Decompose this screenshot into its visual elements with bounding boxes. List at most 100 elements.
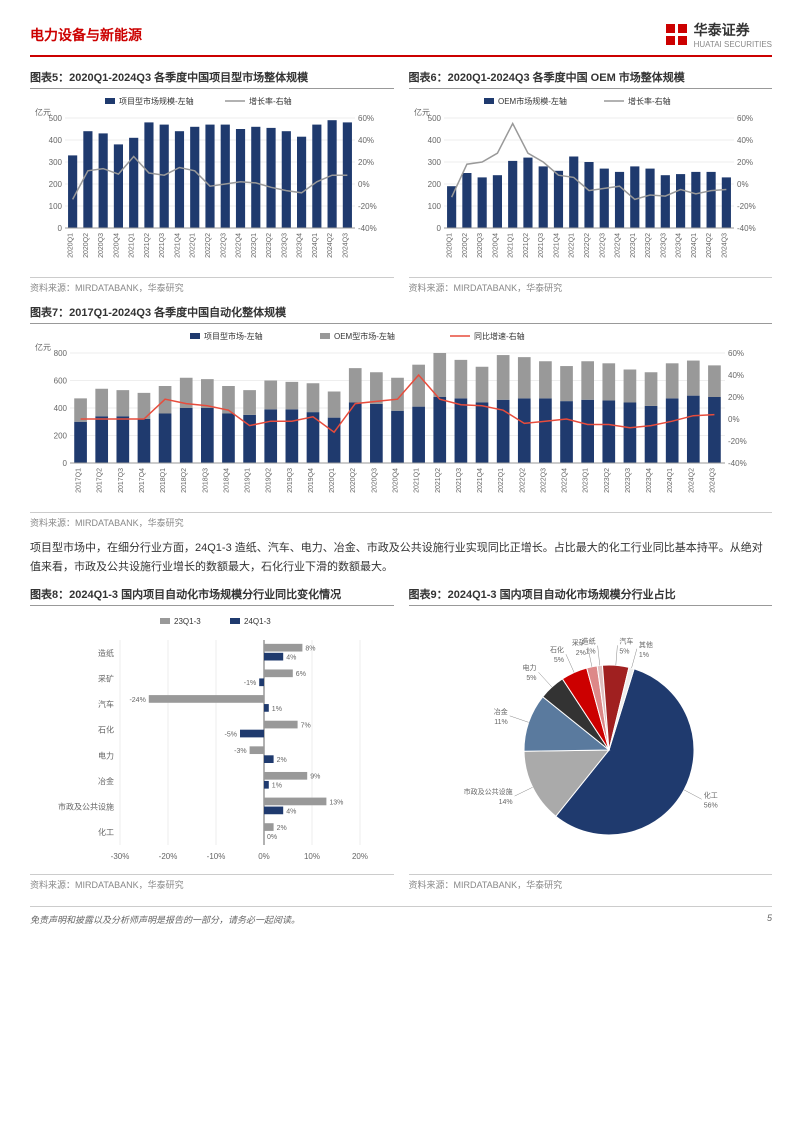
svg-text:市政及公共设施: 市政及公共设施 — [463, 787, 512, 796]
svg-text:亿元: 亿元 — [35, 342, 51, 352]
svg-text:-3%: -3% — [234, 748, 246, 755]
svg-text:2023Q1: 2023Q1 — [251, 233, 258, 258]
page-title: 电力设备与新能源 — [30, 25, 142, 45]
svg-text:2021Q2: 2021Q2 — [522, 233, 529, 258]
svg-text:项目型市场规模-左轴: 项目型市场规模-左轴 — [119, 96, 194, 106]
svg-text:2024Q2: 2024Q2 — [706, 233, 713, 258]
svg-text:0%: 0% — [728, 415, 740, 424]
chart6-title: 图表6：2020Q1-2024Q3 各季度中国 OEM 市场整体规模 — [409, 69, 773, 89]
svg-text:-40%: -40% — [737, 224, 756, 233]
svg-text:2020Q4: 2020Q4 — [393, 468, 400, 493]
svg-text:7%: 7% — [301, 723, 311, 730]
svg-text:2024Q3: 2024Q3 — [709, 468, 716, 493]
body-paragraph: 项目型市场中，在细分行业方面，24Q1-3 造纸、汽车、电力、冶金、市政及公共设… — [30, 539, 772, 576]
svg-text:石化: 石化 — [549, 646, 563, 655]
svg-text:-1%: -1% — [244, 681, 256, 688]
chart7: 图表7：2017Q1-2024Q3 各季度中国自动化整体规模 项目型市场-左轴O… — [30, 304, 772, 529]
svg-text:-24%: -24% — [129, 697, 145, 704]
svg-text:-10%: -10% — [207, 852, 226, 861]
svg-text:2023Q2: 2023Q2 — [604, 468, 611, 493]
svg-text:2022Q4: 2022Q4 — [614, 233, 621, 258]
svg-text:2%: 2% — [575, 651, 585, 658]
svg-text:40%: 40% — [737, 136, 753, 145]
svg-text:2024Q1: 2024Q1 — [667, 468, 674, 493]
svg-text:2020Q3: 2020Q3 — [98, 233, 105, 258]
svg-text:造纸: 造纸 — [581, 637, 595, 646]
svg-text:0: 0 — [436, 224, 441, 233]
company-name: 华泰证券 — [694, 20, 772, 40]
svg-text:2023Q4: 2023Q4 — [675, 233, 682, 258]
svg-text:2017Q4: 2017Q4 — [139, 468, 146, 493]
svg-text:2020Q3: 2020Q3 — [477, 233, 484, 258]
svg-text:1%: 1% — [585, 649, 595, 656]
svg-text:1%: 1% — [272, 783, 282, 790]
svg-text:10%: 10% — [304, 852, 320, 861]
svg-text:200: 200 — [54, 432, 68, 441]
svg-text:20%: 20% — [737, 158, 753, 167]
svg-text:0%: 0% — [737, 180, 749, 189]
svg-text:5%: 5% — [526, 676, 536, 683]
svg-text:-20%: -20% — [159, 852, 178, 861]
svg-text:2017Q2: 2017Q2 — [97, 468, 104, 493]
svg-text:400: 400 — [427, 136, 441, 145]
svg-text:2017Q1: 2017Q1 — [76, 468, 83, 493]
svg-text:0%: 0% — [358, 180, 370, 189]
svg-text:2021Q3: 2021Q3 — [538, 233, 545, 258]
svg-text:40%: 40% — [358, 136, 374, 145]
chart5-title: 图表5：2020Q1-2024Q3 各季度中国项目型市场整体规模 — [30, 69, 394, 89]
svg-text:0%: 0% — [267, 834, 277, 841]
svg-text:400: 400 — [54, 404, 68, 413]
logo-icon — [664, 22, 690, 48]
svg-text:化工: 化工 — [98, 828, 114, 838]
svg-text:2022Q2: 2022Q2 — [519, 468, 526, 493]
svg-text:2023Q1: 2023Q1 — [583, 468, 590, 493]
svg-text:60%: 60% — [737, 114, 753, 123]
svg-text:2024Q2: 2024Q2 — [327, 233, 334, 258]
page-number: 5 — [767, 913, 772, 926]
svg-text:2017Q3: 2017Q3 — [118, 468, 125, 493]
svg-text:2022Q1: 2022Q1 — [190, 233, 197, 258]
svg-text:2024Q2: 2024Q2 — [688, 468, 695, 493]
svg-text:同比增速-右轴: 同比增速-右轴 — [474, 331, 525, 341]
svg-text:2024Q3: 2024Q3 — [342, 233, 349, 258]
svg-text:2%: 2% — [277, 825, 287, 832]
chart6-source: 资料来源：MIRDATABANK，华泰研究 — [409, 277, 773, 294]
svg-text:-20%: -20% — [358, 202, 377, 211]
svg-text:-30%: -30% — [111, 852, 130, 861]
svg-text:2022Q4: 2022Q4 — [562, 468, 569, 493]
svg-text:23Q1-3: 23Q1-3 — [174, 617, 201, 626]
svg-text:6%: 6% — [296, 672, 306, 679]
svg-text:OEM市场规模-左轴: OEM市场规模-左轴 — [498, 96, 567, 106]
svg-text:-20%: -20% — [737, 202, 756, 211]
svg-text:2023Q3: 2023Q3 — [660, 233, 667, 258]
svg-text:2019Q2: 2019Q2 — [266, 468, 273, 493]
svg-text:2018Q1: 2018Q1 — [160, 468, 167, 493]
chart6: 图表6：2020Q1-2024Q3 各季度中国 OEM 市场整体规模 OEM市场… — [409, 69, 773, 294]
chart6-svg: OEM市场规模-左轴增长率-右轴亿元0100200300400500-40%-2… — [409, 93, 769, 273]
chart7-title: 图表7：2017Q1-2024Q3 各季度中国自动化整体规模 — [30, 304, 772, 324]
svg-text:500: 500 — [49, 114, 63, 123]
svg-text:2%: 2% — [277, 757, 287, 764]
chart9-source: 资料来源：MIRDATABANK，华泰研究 — [409, 874, 773, 891]
svg-text:汽车: 汽车 — [619, 637, 633, 646]
svg-text:2022Q2: 2022Q2 — [584, 233, 591, 258]
svg-text:2023Q4: 2023Q4 — [646, 468, 653, 493]
svg-text:2024Q3: 2024Q3 — [721, 233, 728, 258]
chart7-source: 资料来源：MIRDATABANK，华泰研究 — [30, 512, 772, 529]
svg-text:化工: 化工 — [703, 791, 717, 800]
svg-text:100: 100 — [427, 202, 441, 211]
svg-text:2023Q1: 2023Q1 — [629, 233, 636, 258]
svg-text:1%: 1% — [272, 706, 282, 713]
svg-text:60%: 60% — [728, 349, 744, 358]
svg-text:4%: 4% — [286, 655, 296, 662]
svg-text:56%: 56% — [703, 803, 717, 810]
svg-text:2019Q4: 2019Q4 — [308, 468, 315, 493]
svg-text:2023Q4: 2023Q4 — [297, 233, 304, 258]
svg-text:-5%: -5% — [225, 732, 237, 739]
svg-text:2021Q1: 2021Q1 — [414, 468, 421, 493]
svg-text:9%: 9% — [310, 774, 320, 781]
svg-text:市政及公共设施: 市政及公共设施 — [58, 802, 114, 812]
svg-text:2023Q2: 2023Q2 — [266, 233, 273, 258]
svg-text:2022Q1: 2022Q1 — [568, 233, 575, 258]
svg-text:5%: 5% — [619, 649, 629, 656]
